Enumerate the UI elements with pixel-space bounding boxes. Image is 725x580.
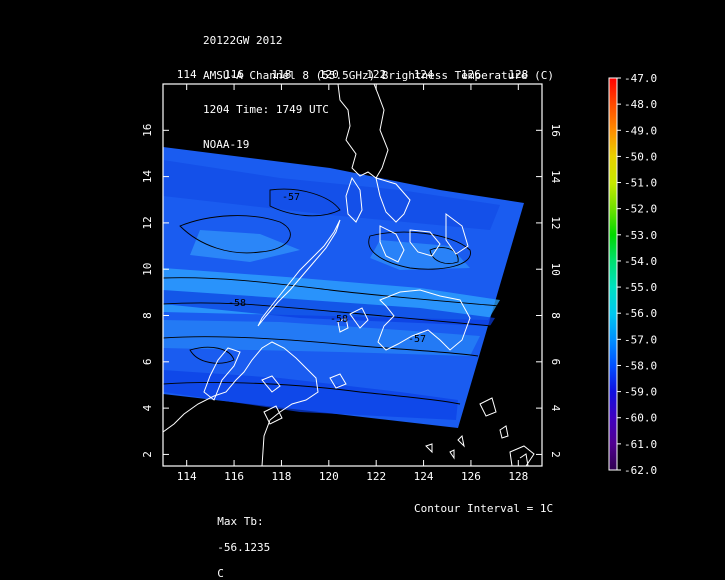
lat-label-left: 2 (141, 451, 154, 458)
contour-interval-label: Contour Interval = 1C (414, 502, 554, 515)
contour-label: -57 (282, 192, 300, 203)
satellite-label: NOAA-19 (203, 137, 250, 151)
max-tb-label: Max Tb: (217, 515, 264, 528)
storm-title: 20122GW 2012 (203, 34, 283, 47)
warm-patch (190, 230, 300, 262)
colorbar-label: -60.0 (624, 412, 657, 425)
lon-label-top: 122 (366, 68, 386, 81)
colorbar-label: -62.0 (624, 464, 657, 477)
lon-label-bottom: 116 (224, 470, 244, 483)
contour-label: -57 (408, 334, 426, 345)
lat-label-left: 4 (141, 404, 154, 411)
lat-label-right: 16 (549, 124, 562, 137)
lon-label-top: 120 (319, 68, 339, 81)
colorbar-gradient (608, 77, 618, 471)
colorbar-label: -48.0 (624, 98, 657, 111)
cool-band (163, 290, 495, 326)
lon-label-top: 118 (272, 68, 292, 81)
lon-label-bottom: 122 (366, 470, 386, 483)
colorbar-label: -54.0 (624, 255, 657, 268)
max-tb-unit: C (217, 567, 224, 580)
colorbar-label: -56.0 (624, 307, 657, 320)
map-frame (162, 83, 543, 467)
axis-tick-labels: 1141141161161181181201201221221241241261… (141, 68, 562, 483)
warm-band (163, 320, 480, 356)
lat-label-left: 12 (141, 216, 154, 229)
max-tb-readout: Max Tb: -56.1235 C (204, 502, 270, 580)
colorbar-label: -58.0 (624, 359, 657, 372)
lon-label-bottom: 114 (177, 470, 197, 483)
cool-band (163, 160, 500, 230)
map-header: 20122GW 2012 AMSU-A Channel 8 (55.5GHz) … (203, 12, 554, 162)
lon-label-bottom: 126 (461, 470, 481, 483)
lat-label-left: 10 (141, 263, 154, 276)
lon-label-top: 128 (508, 68, 528, 81)
lat-label-right: 12 (549, 216, 562, 229)
lon-label-top: 114 (177, 68, 197, 81)
colorbar-label: -53.0 (624, 229, 657, 242)
colorbar-label: -50.0 (624, 150, 657, 163)
max-tb-value: -56.1235 (217, 541, 271, 554)
colorbar: -47.0 -48.0 -49.0 -50.0 -51.0 -52.0 -53.0 -54.0… (608, 72, 657, 477)
lat-label-left: 16 (141, 124, 154, 137)
time-label: 1204 Time: 1749 UTC (203, 103, 329, 116)
colorbar-label: -59.0 (624, 386, 657, 399)
lon-label-bottom: 118 (272, 470, 292, 483)
colorbar-label: -52.0 (624, 203, 657, 216)
colorbar-label: -51.0 (624, 177, 657, 190)
lon-label-bottom: 120 (319, 470, 339, 483)
contour-label: -58 (330, 314, 348, 325)
contour-labels: -58 -58 -57 -57 (228, 192, 426, 345)
product-title: AMSU-A Channel 8 (55.5GHz) Brightness Te… (203, 68, 554, 82)
contour-label: -58 (228, 298, 246, 309)
lat-label-right: 8 (549, 312, 562, 319)
lon-label-top: 126 (461, 68, 481, 81)
colorbar-label: -61.0 (624, 438, 657, 451)
coastlines (163, 84, 535, 466)
lat-label-left: 6 (141, 359, 154, 366)
colorbar-label: -49.0 (624, 124, 657, 137)
lat-label-right: 4 (549, 405, 562, 412)
colorbar-label: -57.0 (624, 333, 657, 346)
colorbar-label: -55.0 (624, 281, 657, 294)
lat-label-right: 14 (549, 170, 562, 184)
lat-label-left: 14 (141, 170, 154, 184)
contour-lines (163, 188, 501, 405)
lon-label-top: 124 (414, 68, 434, 81)
lat-label-right: 6 (549, 359, 562, 366)
axis-ticks (163, 84, 542, 466)
lon-label-bottom: 128 (508, 470, 528, 483)
lat-label-right: 2 (549, 451, 562, 458)
brightness-temperature-map: 1141141161161181181201201221221241241261… (141, 68, 657, 483)
lat-label-left: 8 (141, 312, 154, 319)
lon-label-bottom: 124 (414, 470, 434, 483)
colorbar-label: -47.0 (624, 72, 657, 85)
lat-label-right: 10 (549, 263, 562, 276)
lon-label-top: 116 (224, 68, 244, 81)
